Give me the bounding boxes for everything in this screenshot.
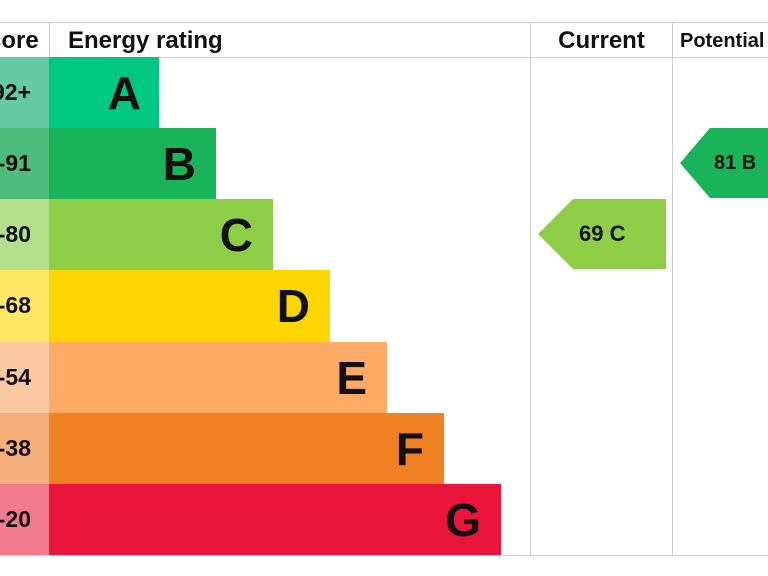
rating-bar-d: D [49,270,330,342]
score-range-cell: 55-68 [0,270,49,342]
column-divider [672,22,673,556]
current-rating-arrow: 69 C [538,199,666,269]
score-range-label: 69-80 [0,221,31,247]
header-energy-rating: Energy rating [68,27,223,54]
rating-letter: A [107,67,141,119]
rating-bar-a: A [49,57,159,128]
rating-bar-b: B [49,128,216,199]
score-range-cell: 81-91 [0,128,49,199]
rating-letter: G [445,494,481,546]
rating-letter: B [162,138,196,190]
rating-bar-f: F [49,413,444,484]
rating-bar-c: C [49,199,273,270]
score-range-label: 55-68 [0,292,31,318]
score-range-cell: 1-20 [0,484,49,555]
potential-rating-arrow: 81 B [680,128,768,198]
header-score: Score [0,27,39,54]
current-arrow-shape [538,199,666,269]
header-top-border [0,22,768,23]
potential-arrow-shape [680,128,768,198]
score-range-cell: 21-38 [0,413,49,484]
header-current: Current [558,27,645,54]
score-range-cell: 69-80 [0,199,49,270]
rating-letter: C [219,209,253,261]
score-range-label: 81-91 [0,150,31,176]
potential-rating-label: 81 B [714,152,757,174]
column-divider [530,22,531,556]
score-range-label: 39-54 [0,364,31,390]
score-range-cell: 39-54 [0,342,49,413]
header-bottom-border [0,57,768,58]
header-potential: Potential [680,30,765,52]
rating-letter: E [336,352,367,404]
score-range-label: 1-20 [0,506,31,532]
score-range-cell: 92+ [0,57,49,128]
score-range-label: 92+ [0,79,31,105]
table-bottom-border [0,555,768,556]
rating-bar-e: E [49,342,387,413]
rating-bar-g: G [49,484,501,555]
rating-letter: F [395,423,424,475]
rating-letter: D [276,280,310,332]
current-rating-label: 69 C [579,221,626,246]
score-range-label: 21-38 [0,435,31,461]
